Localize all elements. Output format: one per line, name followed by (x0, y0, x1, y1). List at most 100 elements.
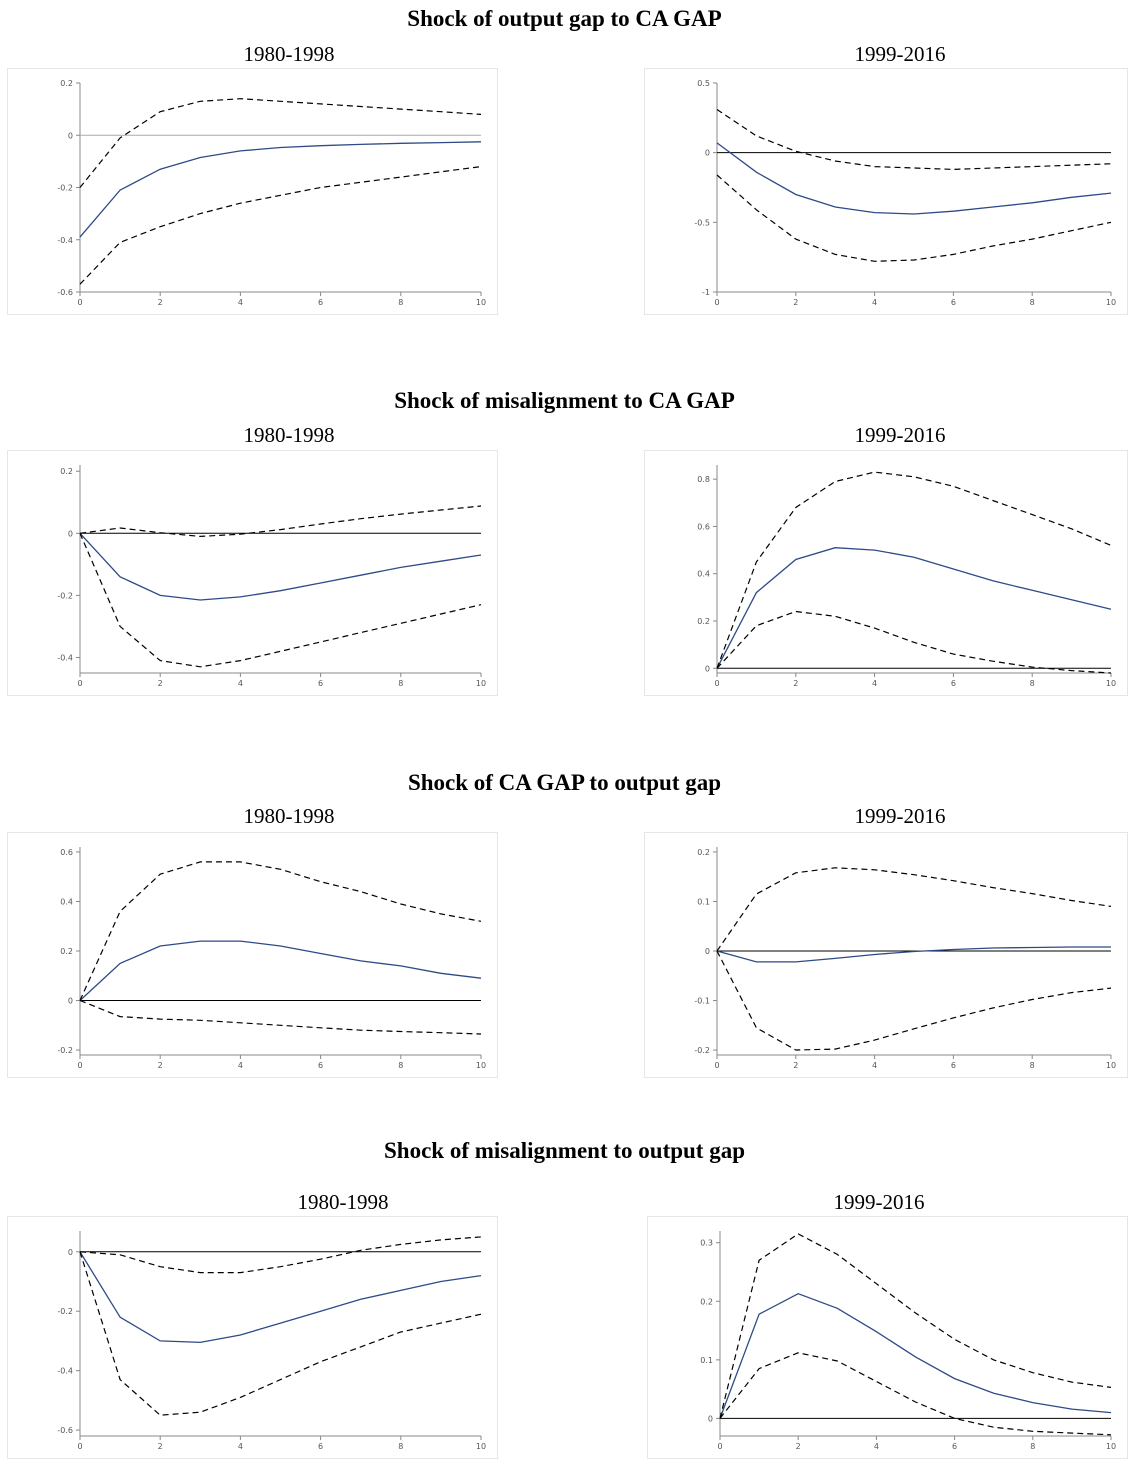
period-label-right: 1999-2016 (833, 1190, 925, 1214)
x-tick-label: 10 (476, 1442, 486, 1451)
chart-panel: 0.8 0.6 0.4 0.2 0 0 2 4 6 8 10 (644, 450, 1128, 696)
y-tick-label: 0 (705, 149, 710, 158)
confidence-band-line (79, 1236, 482, 1274)
confidence-band-line (79, 505, 482, 538)
x-tick-label: 0 (77, 1442, 82, 1451)
impulse-response-line (719, 1292, 1112, 1419)
x-tick-label: 10 (476, 679, 486, 688)
x-tick-label: 2 (158, 1442, 163, 1451)
x-tick-label: 8 (1030, 679, 1035, 688)
chart-svg: 0 -0.2 -0.4 -0.6 0 2 4 6 8 10 (57, 1231, 486, 1451)
y-tick-label: 0.3 (700, 1239, 713, 1248)
x-tick-label: 6 (318, 1061, 323, 1070)
x-tick-label: 4 (238, 679, 243, 688)
chart-svg: 0.3 0.2 0.1 0 0 2 4 6 8 10 (700, 1231, 1116, 1451)
period-label-right: 1999-2016 (854, 42, 946, 66)
x-tick-label: 2 (793, 679, 798, 688)
section-title: Shock of misalignment to output gap (383, 1138, 746, 1163)
confidence-band-line (719, 1352, 1112, 1436)
y-tick-label: -0.2 (57, 1046, 73, 1055)
y-tick-label: -0.5 (694, 218, 710, 227)
x-tick-label: 0 (77, 298, 82, 307)
chart-svg: 0.6 0.4 0.2 0 -0.2 0 2 4 6 8 10 (57, 847, 486, 1070)
confidence-band-line (716, 471, 1112, 669)
x-tick-label: 2 (158, 298, 163, 307)
x-tick-label: 6 (951, 298, 956, 307)
y-tick-label: 0 (705, 947, 710, 956)
x-tick-label: 10 (476, 1061, 486, 1070)
y-tick-label: 0.4 (60, 897, 73, 906)
y-tick-label: 0 (705, 664, 710, 673)
impulse-response-line (716, 547, 1112, 669)
x-tick-label: 0 (714, 679, 719, 688)
period-label-right: 1999-2016 (854, 804, 946, 828)
x-tick-label: 10 (1106, 298, 1116, 307)
y-tick-label: -0.4 (57, 1367, 73, 1376)
y-tick-label: 0 (68, 131, 73, 140)
x-tick-label: 10 (476, 298, 486, 307)
chart-panel: 0.5 0 -0.5 -1 0 2 4 6 8 10 (644, 68, 1128, 315)
impulse-response-line (716, 142, 1112, 215)
y-tick-label: 0 (68, 1248, 73, 1257)
chart-panel: 0.6 0.4 0.2 0 -0.2 0 2 4 6 8 10 (7, 832, 498, 1078)
x-tick-label: 8 (398, 298, 403, 307)
y-tick-label: -0.4 (57, 236, 73, 245)
chart-panel: 0.2 0.1 0 -0.1 -0.2 0 2 4 6 8 10 (644, 832, 1128, 1078)
chart-svg: 0.8 0.6 0.4 0.2 00 2 4 6 8 10 (697, 465, 1116, 688)
y-tick-label: 0.2 (60, 947, 73, 956)
y-tick-label: -0.6 (57, 1426, 73, 1435)
chart-svg: 0.2 0 -0.2 -0.4 -0.6 0 2 4 6 8 10 (57, 79, 486, 307)
x-tick-label: 2 (158, 679, 163, 688)
y-tick-label: 0 (68, 997, 73, 1006)
chart-panel: 0.3 0.2 0.1 0 0 2 4 6 8 10 (647, 1216, 1128, 1459)
x-tick-label: 10 (1106, 679, 1116, 688)
x-tick-label: 2 (796, 1442, 801, 1451)
chart-svg: 0.2 0.1 0 -0.1 -0.2 0 2 4 6 8 10 (694, 847, 1116, 1070)
x-tick-label: 0 (77, 1061, 82, 1070)
x-tick-label: 4 (238, 1442, 243, 1451)
x-tick-label: 4 (874, 1442, 879, 1451)
chart-panel: 0.2 0 -0.2 -0.4 0 2 4 6 8 10 (7, 450, 498, 696)
section-title: Shock of CA GAP to output gap (407, 770, 722, 795)
y-tick-label: -0.4 (57, 653, 73, 662)
chart-svg: 0.2 0 -0.2 -0.4 0 2 4 6 8 10 (57, 465, 486, 688)
confidence-band-line (716, 610, 1112, 674)
period-label-left: 1980-1998 (243, 42, 335, 66)
confidence-band-line (79, 999, 482, 1035)
x-tick-label: 10 (1106, 1442, 1116, 1451)
x-tick-label: 8 (1030, 1442, 1035, 1451)
period-label-right: 1999-2016 (854, 423, 946, 447)
y-tick-label: -0.2 (57, 1307, 73, 1316)
x-tick-label: 10 (1106, 1061, 1116, 1070)
confidence-band-line (79, 533, 482, 668)
x-tick-label: 4 (872, 1061, 877, 1070)
y-tick-label: 0.4 (697, 570, 710, 579)
x-tick-label: 4 (238, 298, 243, 307)
period-label-left: 1980-1998 (243, 804, 335, 828)
x-tick-label: 2 (158, 1061, 163, 1070)
confidence-band-line (716, 174, 1112, 262)
period-label-left: 1980-1998 (297, 1190, 389, 1214)
impulse-response-line (79, 1251, 482, 1344)
x-tick-label: 8 (398, 679, 403, 688)
impulse-response-line (716, 946, 1111, 963)
chart-panel: 0.2 0 -0.2 -0.4 -0.6 0 2 4 6 8 10 (7, 68, 498, 315)
confidence-band-line (79, 1251, 482, 1416)
y-tick-label: 0.6 (697, 522, 710, 531)
confidence-band-line (79, 166, 482, 285)
x-tick-label: 2 (793, 1061, 798, 1070)
x-tick-label: 6 (951, 1061, 956, 1070)
x-tick-label: 8 (398, 1061, 403, 1070)
x-tick-label: 0 (717, 1442, 722, 1451)
x-tick-label: 8 (1030, 1061, 1035, 1070)
section-title: Shock of misalignment to CA GAP (394, 388, 735, 413)
chart-svg: 0.5 0 -0.5 -1 0 2 4 6 8 10 (694, 79, 1116, 307)
x-tick-label: 6 (952, 1442, 957, 1451)
x-tick-label: 6 (318, 1442, 323, 1451)
y-tick-label: -0.2 (694, 1046, 710, 1055)
x-tick-label: 0 (77, 679, 82, 688)
y-tick-label: -0.2 (57, 591, 73, 600)
y-tick-label: 0 (708, 1414, 713, 1423)
chart-panel: 0 -0.2 -0.4 -0.6 0 2 4 6 8 10 (7, 1216, 498, 1459)
y-tick-label: 0.6 (60, 848, 73, 857)
